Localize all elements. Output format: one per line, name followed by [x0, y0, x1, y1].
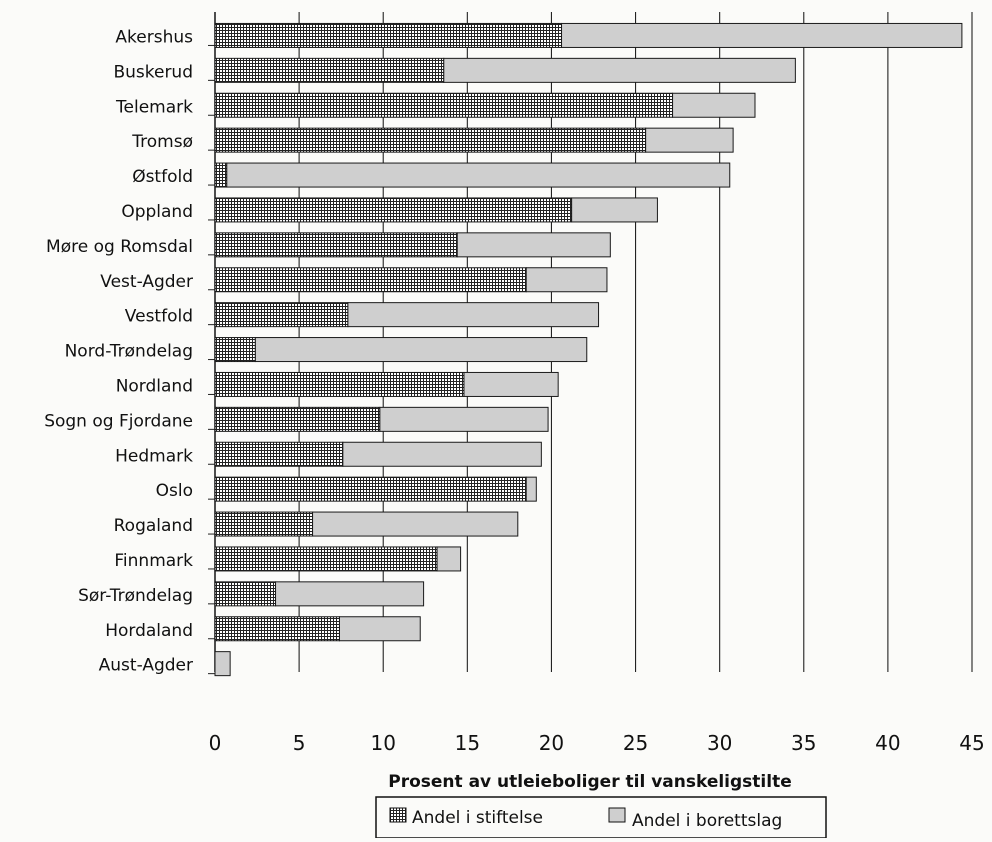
bar-stiftelse: [214, 581, 277, 607]
x-tick-label: 45: [959, 731, 984, 755]
category-label: Østfold: [132, 167, 193, 187]
x-tick-label: 25: [623, 731, 648, 755]
x-axis-title: Prosent av utleieboliger til vanskeligst…: [388, 772, 791, 792]
category-label: Rogaland: [114, 516, 193, 536]
category-label: Oslo: [156, 481, 193, 501]
bar-stiftelse: [214, 267, 527, 293]
bar-borettslag: [342, 441, 542, 467]
bar-stiftelse: [214, 57, 445, 83]
category-label: Hedmark: [115, 446, 193, 466]
x-tick-label: 30: [707, 731, 732, 755]
category-label: Tromsø: [131, 132, 193, 152]
bar-stiftelse: [214, 371, 465, 397]
bar-borettslag: [436, 546, 462, 572]
legend-label-stiftelse: Andel i stiftelse: [412, 808, 543, 828]
bar-borettslag: [338, 616, 421, 642]
bar-stiftelse: [214, 232, 458, 258]
bar-stiftelse: [214, 511, 314, 537]
bar-stiftelse: [214, 22, 563, 48]
category-label: Telemark: [115, 97, 193, 117]
category-label: Finnmark: [114, 551, 193, 571]
x-tick-label: 0: [209, 731, 222, 755]
bar-borettslag: [347, 302, 600, 328]
bar-stiftelse: [214, 127, 647, 153]
category-labels: Akershus Buskerud Telemark Tromsø Østfold Opp…: [44, 27, 193, 675]
bar-stiftelse: [214, 162, 228, 188]
category-label: Oppland: [121, 202, 193, 222]
category-label: Sogn og Fjordane: [44, 411, 193, 431]
bar-borettslag: [379, 406, 549, 432]
bar-stiftelse: [214, 546, 438, 572]
bars-layer: [214, 22, 963, 677]
bar-borettslag: [672, 92, 756, 118]
category-label: Nord-Trøndelag: [65, 342, 193, 362]
bar-stiftelse: [214, 92, 674, 118]
bar-borettslag: [254, 337, 588, 363]
x-tick-label: 10: [370, 731, 395, 755]
category-label: Aust-Agder: [99, 656, 193, 676]
bar-stiftelse: [214, 616, 340, 642]
bar-borettslag: [571, 197, 658, 223]
category-label: Nordland: [116, 376, 193, 396]
bar-borettslag: [456, 232, 611, 258]
bar-borettslag: [214, 651, 231, 677]
category-label: Hordaland: [105, 621, 193, 641]
bar-borettslag: [463, 371, 559, 397]
category-label: Vestfold: [125, 307, 193, 327]
x-tick-label: 20: [539, 731, 564, 755]
bar-borettslag: [525, 267, 608, 293]
bar-borettslag: [561, 22, 963, 48]
legend-swatch-borettslag: [608, 807, 626, 823]
x-tick-label: 15: [455, 731, 480, 755]
bar-borettslag: [312, 511, 519, 537]
bar-stiftelse: [214, 441, 344, 467]
bar-borettslag: [443, 57, 796, 83]
legend-label-borettslag: Andel i borettslag: [632, 811, 782, 831]
category-label: Sør-Trøndelag: [78, 586, 193, 606]
x-tick-label: 40: [875, 731, 900, 755]
bar-stiftelse: [214, 337, 256, 363]
x-tick-label: 5: [293, 731, 306, 755]
category-label: Akershus: [115, 27, 193, 47]
bar-borettslag: [645, 127, 734, 153]
x-tick-label: 35: [791, 731, 816, 755]
category-label: Buskerud: [113, 62, 193, 82]
bar-borettslag: [226, 162, 731, 188]
category-label: Møre og Romsdal: [46, 237, 193, 257]
category-label: Vest-Agder: [100, 272, 193, 292]
bar-stiftelse: [214, 197, 573, 223]
bar-stiftelse: [214, 302, 349, 328]
x-axis: 0 5 10 15 20 25 30 35 40 45: [209, 731, 985, 755]
bar-borettslag: [275, 581, 425, 607]
legend: Andel i stiftelse Andel i borettslag: [375, 796, 827, 839]
bar-stiftelse: [214, 476, 527, 502]
bar-borettslag: [525, 476, 537, 502]
legend-swatch-stiftelse: [389, 807, 407, 823]
bar-stiftelse: [214, 406, 381, 432]
